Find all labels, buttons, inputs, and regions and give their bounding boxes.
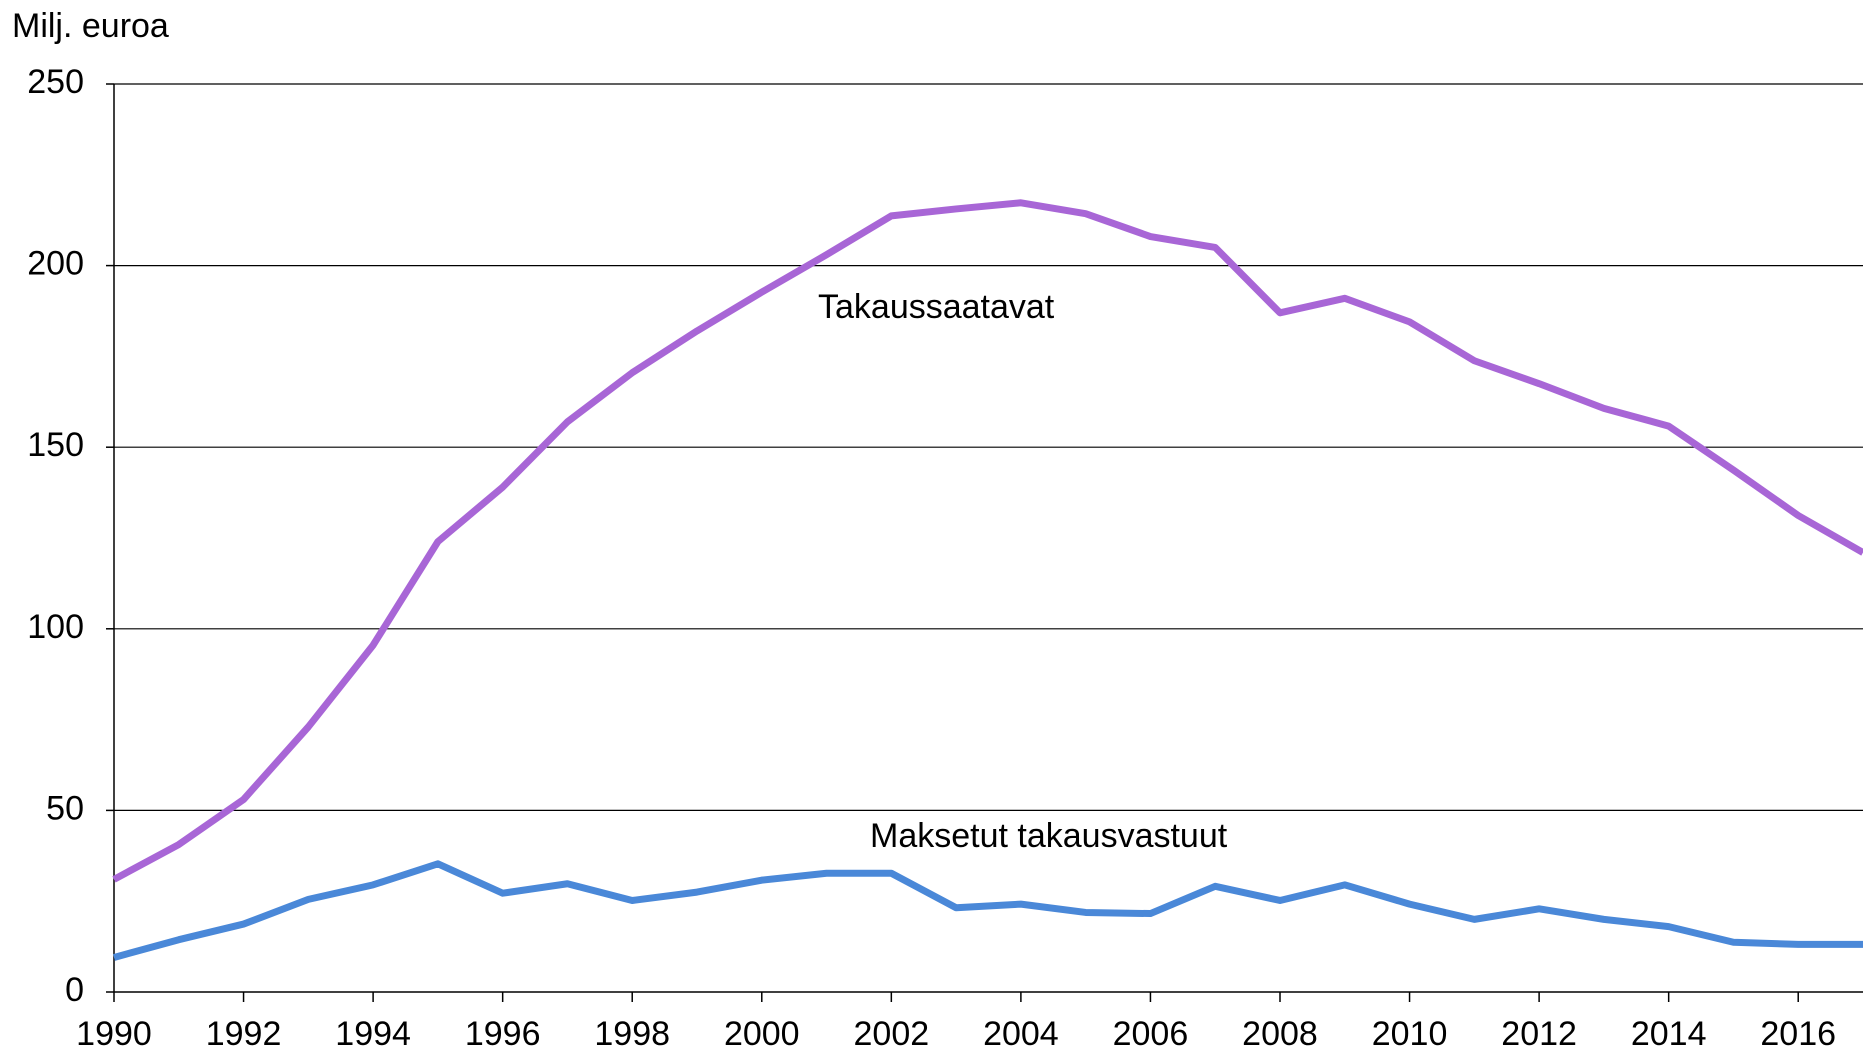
x-tick-label: 1994: [335, 1015, 411, 1053]
x-tick-label: 2002: [854, 1015, 930, 1053]
series-label: Maksetut takausvastuut: [870, 817, 1228, 855]
x-tick-label: 2006: [1113, 1015, 1189, 1053]
y-tick-label: 250: [27, 63, 84, 101]
x-tick-label: 2014: [1631, 1015, 1707, 1053]
y-tick-label: 50: [46, 789, 84, 827]
x-tick-label: 2004: [983, 1015, 1059, 1053]
x-tick-label: 1998: [594, 1015, 670, 1053]
line-series: [112, 199, 1863, 883]
x-tick-label: 1996: [465, 1015, 541, 1053]
y-tick-label: 100: [27, 608, 84, 646]
y-tick-label: 200: [27, 245, 84, 283]
x-tick-label: 2000: [724, 1015, 800, 1053]
x-tick-label: 1992: [206, 1015, 282, 1053]
series-label: Takaussaatavat: [818, 288, 1055, 326]
x-tick-label: 2008: [1242, 1015, 1318, 1053]
x-tick-label: 2010: [1372, 1015, 1448, 1053]
y-axis-label: Milj. euroa: [12, 7, 169, 45]
x-tick-label: 2016: [1760, 1015, 1836, 1053]
x-tick-label: 1990: [76, 1015, 152, 1053]
y-tick-label: 150: [27, 426, 84, 464]
x-tick-label: 2012: [1501, 1015, 1577, 1053]
y-tick-label: 0: [65, 971, 84, 1009]
line-series: [113, 860, 1863, 961]
